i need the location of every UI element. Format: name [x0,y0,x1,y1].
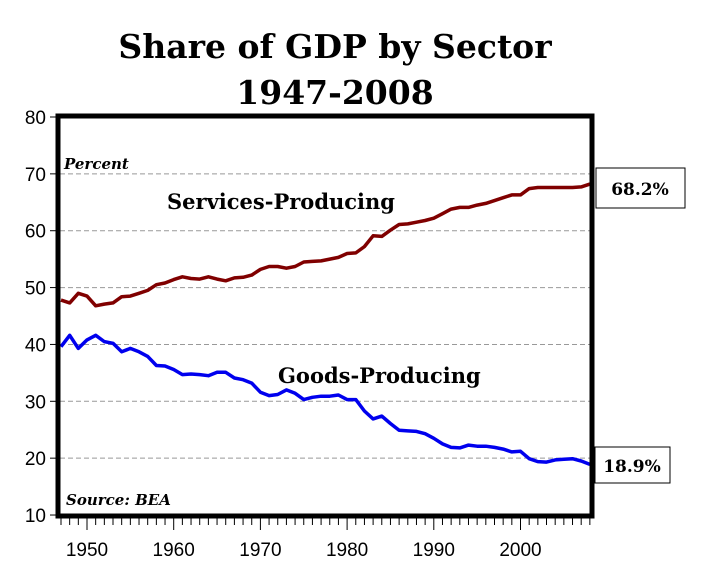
end-label-box-goods [594,446,671,484]
end-label-services: 68.2% [611,180,669,200]
y-tick-label: 40 [25,335,46,356]
chart-title-line-1: Share of GDP by Sector [118,27,552,66]
series-label-services: Services-Producing [167,189,395,214]
y-tick-label: 50 [25,279,46,300]
y-tick-label: 70 [25,165,46,186]
source-note: Source: BEA [66,491,171,509]
chart-title-line-2: 1947-2008 [236,73,433,112]
y-tick-label: 30 [25,392,46,413]
y-tick-label: 80 [25,108,46,129]
plot-frame [55,113,595,519]
series-label-goods: Goods-Producing [278,363,481,388]
y-tick-label: 60 [25,222,46,243]
y-tick-label: 10 [25,506,46,527]
y-tick-label: 20 [25,449,46,470]
x-tick-label: 1990 [413,540,455,561]
end-label-box-services [595,167,686,209]
series-line-goods [59,333,591,467]
series-line-services [60,182,591,308]
x-tick-label: 1970 [239,540,281,561]
x-tick-label: 1980 [326,540,368,561]
unit-note: Percent [63,155,129,173]
end-label-goods: 18.9% [603,457,661,477]
x-tick-label: 1950 [66,540,108,561]
x-tick-label: 1960 [153,540,195,561]
x-tick-label: 2000 [499,540,541,561]
